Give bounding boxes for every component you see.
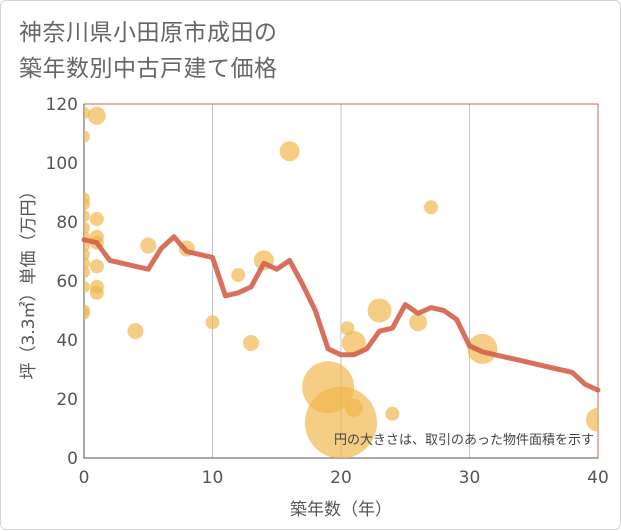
data-bubble: [205, 315, 220, 330]
chart-title: 神奈川県小田原市成田の 築年数別中古戸建て価格: [19, 15, 278, 87]
data-bubble: [84, 266, 90, 279]
data-bubble: [423, 200, 438, 215]
bubble-size-note: 円の大きさは、取引のあった物件面積を示す: [334, 433, 594, 448]
data-bubble: [84, 210, 90, 223]
y-tick-label: 0: [67, 449, 78, 469]
data-bubble: [89, 212, 104, 227]
trend-line: [81, 234, 601, 393]
data-bubble: [279, 141, 300, 162]
data-bubble: [344, 398, 363, 417]
data-bubble: [84, 198, 90, 211]
data-bubble: [84, 248, 90, 261]
y-tick-label: 20: [56, 390, 78, 410]
data-bubble: [84, 280, 90, 293]
y-tick-label: 100: [46, 154, 78, 174]
data-bubble: [84, 221, 90, 234]
x-tick-label: 20: [330, 468, 352, 488]
data-bubble: [467, 333, 498, 364]
y-tick-label: 80: [56, 213, 78, 233]
data-bubble: [367, 298, 392, 323]
data-bubble: [409, 313, 428, 332]
data-bubble: [89, 259, 104, 274]
y-tick-label: 120: [46, 95, 78, 115]
data-bubble: [84, 257, 90, 270]
data-bubble: [385, 406, 400, 421]
bubble-layer: [84, 106, 598, 458]
data-bubble: [87, 106, 106, 125]
data-bubble: [127, 323, 144, 340]
data-bubble: [89, 285, 104, 300]
x-axis-label: 築年数（年）: [290, 500, 392, 520]
y-tick-label: 60: [56, 272, 78, 292]
data-bubble: [84, 307, 90, 320]
data-bubble: [84, 130, 90, 143]
data-bubble: [140, 237, 157, 254]
chart-title-line-1: 神奈川県小田原市成田の: [19, 20, 278, 46]
y-axis-label: 坪（3.3㎡）単価（万円）: [19, 182, 39, 379]
y-tick-label: 40: [56, 331, 78, 351]
x-tick-label: 40: [587, 468, 609, 488]
data-bubble: [243, 334, 260, 351]
x-tick-label: 10: [202, 468, 224, 488]
data-bubble: [231, 268, 246, 283]
x-tick-label: 0: [79, 468, 90, 488]
x-tick-label: 30: [459, 468, 481, 488]
chart-title-line-2: 築年数別中古戸建て価格: [19, 56, 278, 82]
data-bubble: [586, 407, 598, 432]
data-bubble: [341, 330, 366, 355]
